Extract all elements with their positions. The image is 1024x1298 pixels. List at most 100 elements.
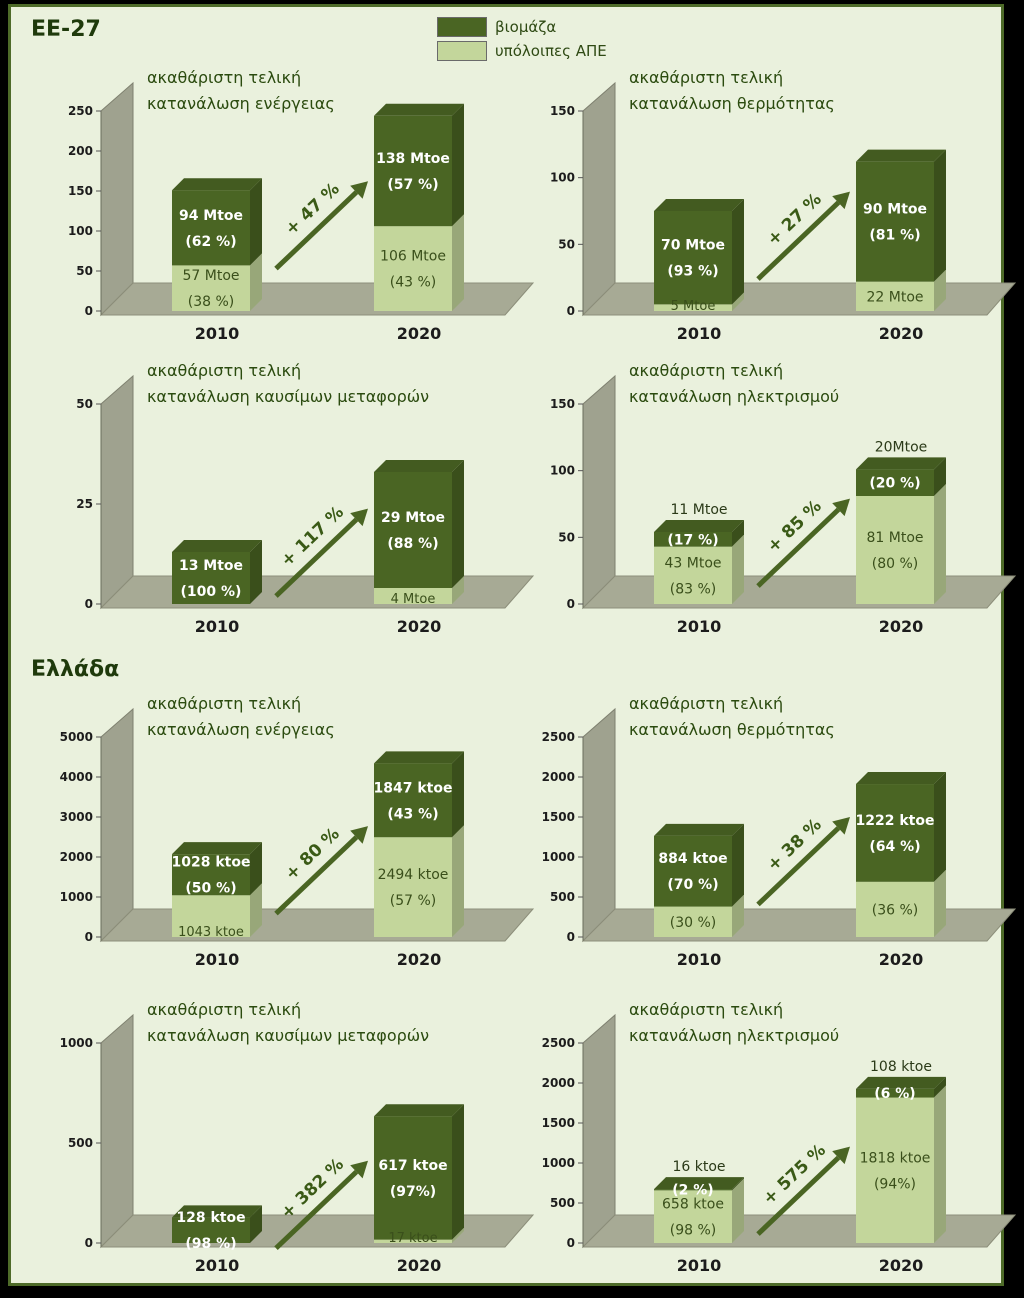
bar-other-res-2020-front: [374, 226, 452, 311]
growth-arrow-head: [350, 181, 368, 199]
data-label-other-res: 658 ktoe: [662, 1197, 724, 1213]
figure-frame: ΕΕ-27 Ελλάδα βιομάζα υπόλοιπες ΑΠΕ 0 50 10…: [8, 4, 1017, 1286]
growth-arrow-shaft: [274, 517, 359, 598]
bar-biomass-2010-side: [250, 178, 262, 266]
bar-biomass-2010-side: [732, 520, 744, 547]
x-tick-label: 2010: [195, 1256, 240, 1275]
bar-top-face: [374, 1104, 464, 1117]
y-tick-label: 25: [76, 497, 93, 511]
x-tick-label: 2010: [677, 617, 722, 636]
chart-floor: [99, 908, 535, 942]
bar-biomass-2010-side: [732, 199, 744, 305]
data-label-other-res: 1043 ktoe: [178, 925, 244, 940]
bar-other-res-2020-front: [374, 837, 452, 937]
growth-arrow-shaft: [274, 1170, 359, 1251]
chart-floor: [581, 1214, 1017, 1248]
data-label-biomass: 1028 ktoe: [172, 855, 251, 871]
data-label-other-res: 57 Mtoe: [182, 268, 239, 284]
bar-biomass-2020-front: [374, 115, 452, 227]
bar-biomass-2010-front: [172, 854, 250, 896]
bar-top-face: [374, 751, 464, 764]
data-label-biomass: 1847 ktoe: [374, 780, 453, 796]
chart-title-line: κατανάλωση καυσίμων μεταφορών: [147, 387, 429, 406]
data-label-other-res: (94%): [874, 1176, 916, 1192]
bar-other-res-2010-side: [250, 253, 262, 311]
y-tick-label: 0: [567, 304, 575, 318]
growth-arrow-shaft: [756, 200, 841, 281]
y-tick-label: 0: [85, 930, 93, 944]
growth-arrow-shaft: [756, 826, 841, 907]
bar-biomass-2010-front: [172, 552, 250, 604]
bar-top-face: [172, 178, 262, 191]
x-tick-label: 2020: [879, 324, 924, 343]
data-label-other-res: 17 ktoe: [388, 1231, 437, 1246]
chart-gr-energy: 0 1000 2000 3000 4000 5000 ακαθάριστη τελική κα…: [60, 694, 535, 969]
legend-label-biomass: βιομάζα: [495, 18, 557, 36]
x-tick-label: 2010: [195, 324, 240, 343]
bar-other-res-2010-side: [732, 894, 744, 937]
chart-title-line: κατανάλωση ηλεκτρισμού: [629, 387, 839, 406]
bar-other-res-2020-side: [452, 576, 464, 604]
section-title-eu: ΕΕ-27: [31, 17, 101, 42]
chart-title-line: ακαθάριστη τελική: [629, 1000, 783, 1019]
chart-title-line: ακαθάριστη τελική: [147, 694, 301, 713]
bar-other-res-2020-front: [856, 1097, 934, 1243]
y-tick-label: 50: [76, 264, 93, 278]
growth-arrow-shaft: [756, 1155, 841, 1236]
bar-top-face: [172, 1205, 262, 1218]
y-tick-label: 1000: [60, 1036, 93, 1050]
chart-gr-electricity: 0 500 1000 1500 2000 2500 ακαθάριστη τελική κατ…: [542, 1000, 1017, 1275]
data-label-biomass: (57 %): [387, 177, 438, 193]
growth-arrow-shaft: [756, 507, 841, 588]
bar-other-res-2020-side: [934, 1085, 946, 1243]
data-label-biomass: 29 Mtoe: [381, 510, 445, 526]
bar-other-res-2010-front: [654, 546, 732, 604]
y-tick-label: 0: [85, 597, 93, 611]
bar-other-res-2020-front: [374, 588, 452, 604]
bar-top-face: [374, 103, 464, 116]
data-label-biomass: (43 %): [387, 806, 438, 822]
y-tick-label: 3000: [60, 810, 93, 824]
growth-arrow-head: [832, 1146, 850, 1165]
y-tick-label: 1000: [542, 850, 575, 864]
bar-biomass-2010-side: [732, 1177, 744, 1191]
data-label-biomass: (50 %): [185, 881, 236, 897]
data-label-biomass: 617 ktoe: [378, 1158, 447, 1174]
bar-other-res-2010-front: [654, 906, 732, 937]
bar-other-res-2010-front: [654, 1190, 732, 1243]
x-tick-label: 2020: [397, 617, 442, 636]
x-tick-label: 2020: [879, 950, 924, 969]
growth-arrow-head: [832, 498, 850, 517]
y-tick-label: 100: [550, 171, 575, 185]
data-label-other-res: (83 %): [670, 581, 717, 597]
y-tick-label: 150: [68, 184, 93, 198]
bar-biomass-2020-front: [856, 784, 934, 882]
axis-side-wall: [100, 81, 134, 317]
data-label-other-res: (57 %): [390, 893, 437, 909]
bar-top-face: [654, 520, 744, 532]
growth-arrow-head: [350, 1160, 368, 1179]
x-tick-label: 2010: [677, 324, 722, 343]
bar-biomass-2020-front: [374, 1116, 452, 1240]
data-label-other-res: 81 Mtoe: [866, 530, 923, 546]
axis-side-wall: [582, 374, 616, 610]
chart-title-line: κατανάλωση καυσίμων μεταφορών: [147, 1026, 429, 1045]
data-label-biomass: (20 %): [869, 476, 920, 492]
bar-biomass-2010-side: [250, 1205, 262, 1243]
bar-top-face: [172, 842, 262, 855]
bar-biomass-2010-side: [250, 842, 262, 896]
data-label-biomass: (62 %): [185, 234, 236, 250]
bar-biomass-2010-side: [732, 823, 744, 907]
data-label-biomass: 1222 ktoe: [856, 813, 935, 829]
growth-arrow-shaft: [274, 835, 359, 916]
data-label-other-res: (38 %): [188, 294, 235, 310]
data-label-biomass: (98 %): [185, 1236, 236, 1252]
y-tick-label: 150: [550, 397, 575, 411]
data-label-biomass: (6 %): [874, 1086, 915, 1102]
data-label-other-res: 106 Mtoe: [380, 249, 446, 265]
chart-eu-electricity: 0 50 100 150 ακαθάριστη τελική κατανάλωση ηλε…: [550, 361, 1017, 636]
bar-other-res-2020-side: [934, 484, 946, 604]
y-tick-label: 50: [76, 397, 93, 411]
axis-side-wall: [582, 1013, 616, 1249]
chart-eu-heat: 0 50 100 150 ακαθάριστη τελική κατανάλωση θερ…: [550, 68, 1017, 343]
